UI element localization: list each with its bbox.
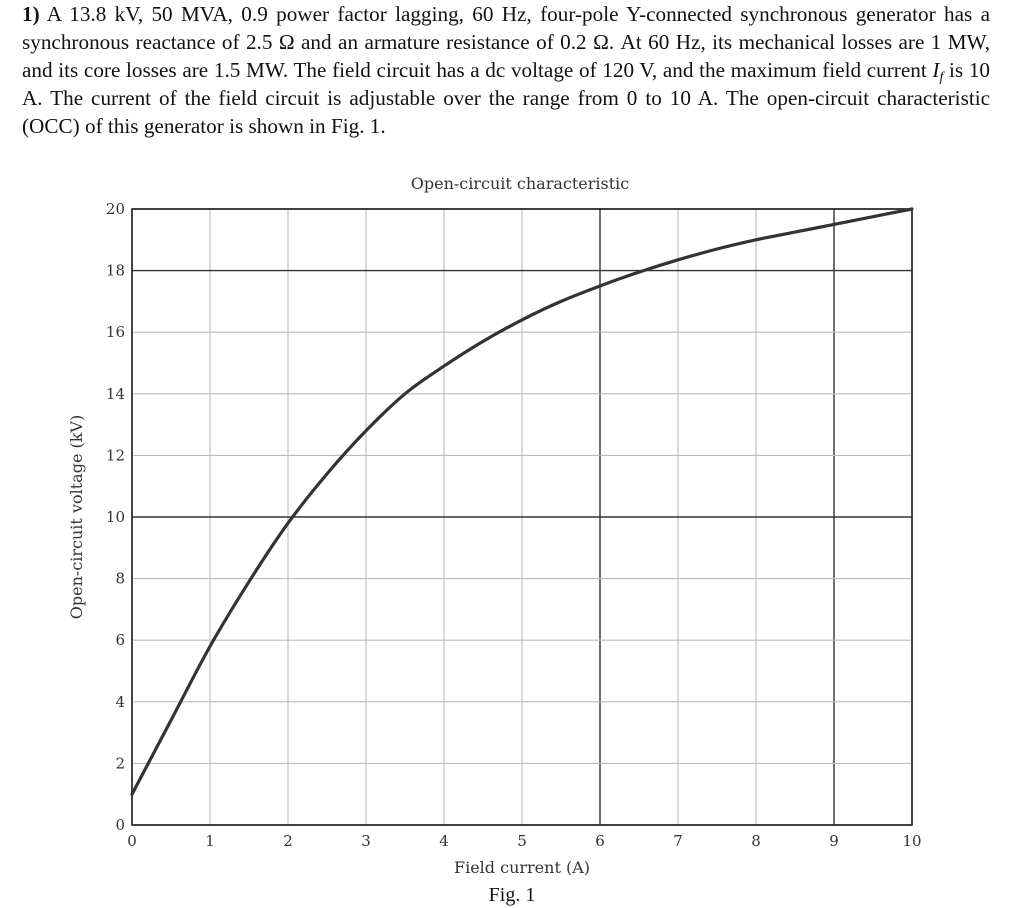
y-tick-label: 18: [106, 262, 125, 280]
y-tick-label: 6: [115, 631, 125, 649]
plot-frame: [131, 208, 913, 826]
y-tick-label: 20: [106, 200, 125, 218]
y-axis-label: Open-circuit voltage (kV): [67, 415, 86, 619]
y-tick-label: 14: [106, 385, 125, 403]
occ-curve: [130, 207, 914, 796]
x-tick-label: 5: [517, 832, 527, 850]
field-current-symbol-sub: f: [939, 70, 944, 85]
x-tick-label: 10: [902, 832, 921, 850]
x-tick-label: 1: [205, 832, 215, 850]
x-tick-label: 9: [829, 832, 839, 850]
chart-grid: [131, 208, 913, 826]
problem-text-part1: A 13.8 kV, 50 MVA, 0.9 power factor lagg…: [22, 2, 990, 82]
problem-text-part2: is 10 A. The current of the field circui…: [22, 58, 991, 138]
x-tick-labels: 0 1 2 3 4 5 6 7 8 9 10: [127, 832, 921, 850]
y-tick-label: 8: [115, 570, 125, 588]
y-tick-label: 0: [115, 816, 125, 834]
y-tick-labels: 0 2 4 6 8 10 12 14 16 18 20: [106, 200, 125, 834]
y-tick-label: 10: [106, 508, 125, 526]
x-tick-label: 7: [673, 832, 683, 850]
x-tick-label: 4: [439, 832, 449, 850]
x-tick-label: 0: [127, 832, 137, 850]
y-tick-label: 4: [115, 693, 125, 711]
x-tick-label: 8: [751, 832, 761, 850]
x-axis-label: Field current (A): [454, 858, 590, 877]
problem-number: 1): [22, 2, 40, 26]
x-tick-label: 6: [595, 832, 605, 850]
field-current-symbol-main: I: [932, 58, 940, 82]
figure-caption: Fig. 1: [488, 884, 536, 906]
problem-statement: 1) A 13.8 kV, 50 MVA, 0.9 power factor l…: [22, 0, 990, 140]
x-tick-label: 2: [283, 832, 293, 850]
chart-title: Open-circuit characteristic: [411, 174, 630, 193]
y-tick-label: 16: [106, 323, 125, 341]
y-tick-label: 2: [115, 754, 125, 772]
y-tick-label: 12: [106, 446, 125, 464]
field-current-symbol: If: [932, 58, 944, 85]
x-tick-label: 3: [361, 832, 371, 850]
